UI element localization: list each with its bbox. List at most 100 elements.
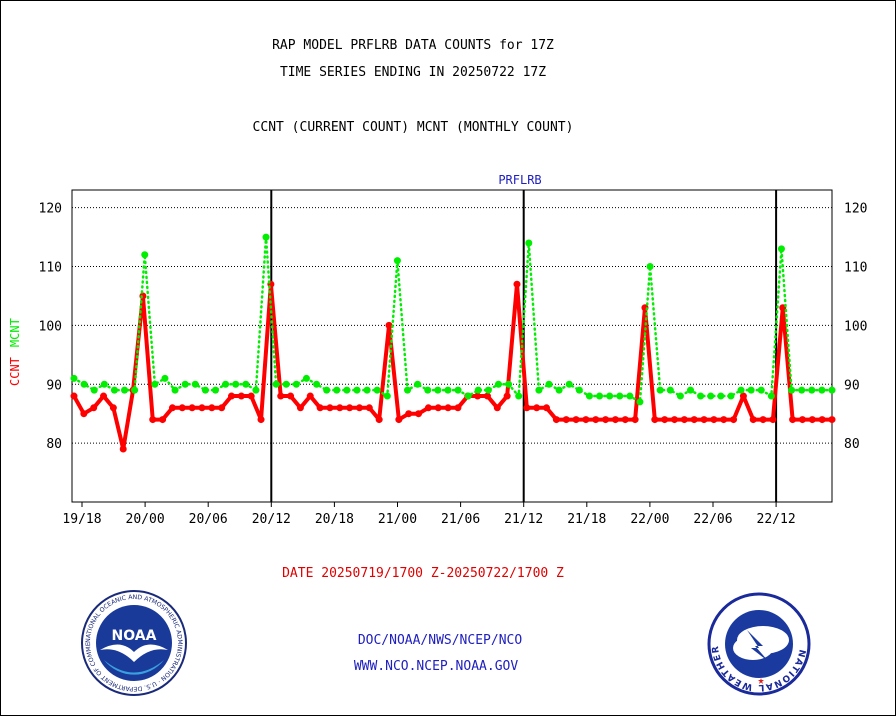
mcnt-point: [828, 386, 836, 394]
mcnt-point: [788, 386, 796, 394]
ccnt-point: [592, 416, 600, 424]
x-tick-label: 21/00: [378, 512, 417, 527]
mcnt-point: [525, 239, 533, 247]
ccnt-point: [424, 404, 432, 412]
ccnt-point: [670, 416, 678, 424]
ccnt-point: [454, 404, 462, 412]
x-tick-label: 22/00: [630, 512, 669, 527]
ccnt-point: [346, 404, 354, 412]
x-tick-label: 20/12: [252, 512, 291, 527]
ccnt-point: [80, 410, 88, 418]
mcnt-point: [474, 386, 482, 394]
date-range-label: DATE 20250719/1700 Z-20250722/1700 Z: [282, 566, 564, 581]
org-path-link[interactable]: DOC/NOAA/NWS/NCEP/NCO: [357, 633, 523, 648]
ccnt-point: [818, 416, 826, 424]
y-tick-label-left: 120: [39, 202, 62, 217]
ccnt-point: [434, 404, 442, 412]
mcnt-point: [626, 392, 634, 400]
x-tick-label: 20/18: [315, 512, 354, 527]
mcnt-point: [606, 392, 614, 400]
ccnt-point: [306, 392, 314, 400]
ccnt-point: [493, 404, 501, 412]
nws-logo: NATIONAL WEATHER SERVICE: [707, 592, 811, 696]
ccnt-point: [365, 404, 373, 412]
mcnt-point: [353, 386, 361, 394]
ccnt-point: [395, 416, 403, 424]
mcnt-point: [161, 374, 169, 382]
mcnt-point: [565, 380, 573, 388]
ccnt-point: [582, 416, 590, 424]
mcnt-point: [302, 374, 310, 382]
ccnt-point: [680, 416, 688, 424]
ccnt-point: [503, 392, 511, 400]
ccnt-point: [513, 280, 521, 288]
ccnt-point: [198, 404, 206, 412]
website-link[interactable]: WWW.NCO.NCEP.NOAA.GOV: [353, 659, 519, 674]
ccnt-point: [700, 416, 708, 424]
x-tick-label: 21/12: [504, 512, 543, 527]
plot-area: [71, 189, 833, 503]
mcnt-point: [575, 386, 583, 394]
mcnt-point: [313, 380, 321, 388]
mcnt-point: [687, 386, 695, 394]
mcnt-point: [70, 374, 78, 382]
x-tick-label: 22/12: [757, 512, 796, 527]
ccnt-point: [789, 416, 797, 424]
ccnt-point: [611, 416, 619, 424]
mcnt-point: [363, 386, 371, 394]
ccnt-point: [631, 416, 639, 424]
ccnt-point: [168, 404, 176, 412]
ccnt-point: [798, 416, 806, 424]
mcnt-point: [232, 380, 240, 388]
ccnt-point: [70, 392, 78, 400]
ccnt-point: [355, 404, 363, 412]
mcnt-point: [616, 392, 624, 400]
mcnt-point: [505, 380, 513, 388]
mcnt-point: [707, 392, 715, 400]
ccnt-point: [228, 392, 236, 400]
y-tick-label-right: 120: [844, 202, 867, 217]
series-line-mcnt: [72, 237, 834, 405]
y-tick-label-right: 110: [844, 261, 867, 276]
mcnt-point: [676, 392, 684, 400]
ccnt-point: [543, 404, 551, 412]
mcnt-point: [697, 392, 705, 400]
mcnt-point: [596, 392, 604, 400]
mcnt-point: [666, 386, 674, 394]
y-tick-label-left: 80: [46, 437, 62, 452]
ccnt-point: [257, 416, 265, 424]
ccnt-point: [562, 416, 570, 424]
ccnt-point: [533, 404, 541, 412]
ccnt-point: [100, 392, 108, 400]
ccnt-point: [415, 410, 423, 418]
ccnt-point: [828, 416, 836, 424]
mcnt-point: [737, 386, 745, 394]
ccnt-point: [621, 416, 629, 424]
chart-subtitle: CCNT (CURRENT COUNT) MCNT (MONTHLY COUNT…: [252, 120, 574, 135]
mcnt-point: [515, 392, 523, 400]
mcnt-point: [454, 386, 462, 394]
mcnt-point: [110, 386, 118, 394]
mcnt-point: [211, 386, 219, 394]
x-tick-label: 20/06: [189, 512, 228, 527]
mcnt-point: [323, 386, 331, 394]
mcnt-point: [747, 386, 755, 394]
ccnt-point: [651, 416, 659, 424]
mcnt-point: [798, 386, 806, 394]
mcnt-point: [808, 386, 816, 394]
chart-title-line-1: RAP MODEL PRFLRB DATA COUNTS for 17Z: [272, 38, 554, 53]
mcnt-point: [181, 380, 189, 388]
ccnt-point: [661, 416, 669, 424]
y-axis-label-ccnt: CCNT: [8, 357, 22, 386]
mcnt-point: [393, 257, 401, 265]
y-tick-label-left: 100: [39, 319, 62, 334]
ccnt-point: [316, 404, 324, 412]
mcnt-point: [646, 263, 654, 271]
ccnt-point: [287, 392, 295, 400]
mcnt-point: [80, 380, 88, 388]
x-tick-label: 20/00: [126, 512, 165, 527]
ccnt-point: [178, 404, 186, 412]
mcnt-point: [636, 398, 644, 406]
ccnt-point: [405, 410, 413, 418]
